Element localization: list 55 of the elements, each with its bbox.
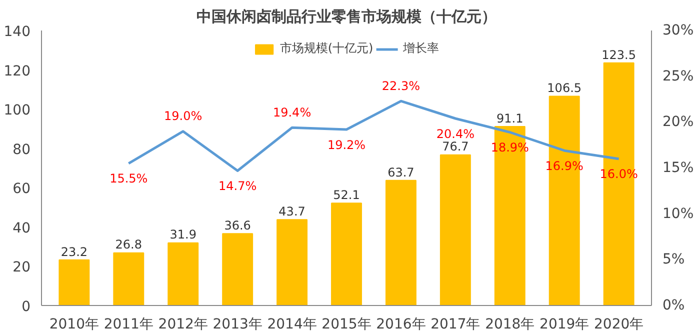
y2-tick-label: 0% [662, 298, 685, 314]
data-label: 19.2% [327, 138, 366, 152]
legend-label: 增长率 [403, 40, 440, 57]
bar [385, 180, 416, 306]
bar [168, 242, 199, 306]
data-label: 14.7% [218, 179, 257, 193]
bar [440, 154, 471, 306]
y2-tick-label: 15% [662, 160, 694, 176]
y2-tick-label: 10% [662, 206, 694, 222]
y-tick-label: 20 [12, 260, 31, 276]
y2-tick-label: 5% [662, 252, 685, 268]
data-label: 36.6 [224, 218, 251, 232]
bar [113, 252, 144, 306]
bar [58, 259, 90, 306]
y-tick-label: 120 [4, 63, 31, 80]
x-tick-label: 2014年 [267, 316, 317, 332]
data-label: 31.9 [170, 228, 196, 242]
legend-label: 市场规模(十亿元) [280, 40, 374, 57]
y2-tick-label: 25% [662, 68, 694, 84]
y2-tick-label: 20% [662, 114, 694, 130]
data-label: 43.7 [278, 204, 306, 219]
x-tick-label: 2020年 [594, 316, 644, 332]
data-label: 63.7 [388, 165, 414, 180]
data-label: 19.4% [272, 105, 312, 120]
data-label: 15.5% [110, 172, 148, 186]
data-label: 123.5 [602, 48, 636, 62]
data-label: 91.1 [496, 111, 524, 126]
y-tick-label: 140 [4, 24, 31, 40]
y-tick-label: 40 [12, 220, 31, 236]
data-label: 106.5 [547, 81, 582, 96]
x-tick-label: 2013年 [212, 316, 262, 332]
x-tick-label: 2018年 [485, 316, 535, 332]
x-tick-label: 2019年 [540, 316, 590, 332]
y-tick-label: 60 [12, 181, 31, 198]
data-label: 20.4% [436, 126, 474, 141]
data-label: 23.2 [60, 244, 88, 259]
data-label: 19.0% [164, 109, 202, 124]
data-label: 76.7 [442, 140, 469, 154]
chart-title: 中国休闲卤制品行业零售市场规模（十亿元） [196, 8, 496, 26]
y-tick-label: 80 [12, 142, 31, 158]
x-tick-label: 2011年 [104, 316, 154, 332]
bar [276, 219, 308, 306]
y-tick-label: 100 [4, 102, 31, 119]
data-label: 26.8 [115, 238, 142, 252]
y-tick-label: 0 [22, 299, 31, 315]
bar [331, 202, 362, 306]
x-tick-label: 2015年 [322, 316, 372, 332]
x-tick-label: 2017年 [430, 316, 480, 332]
bar [222, 233, 254, 306]
x-tick-label: 2016年 [376, 316, 426, 332]
y2-tick-label: 30% [662, 22, 694, 38]
data-label: 22.3% [382, 78, 420, 93]
x-tick-label: 2010年 [49, 316, 100, 332]
data-label: 52.1 [333, 188, 360, 202]
x-tick-label: 2012年 [158, 316, 208, 332]
